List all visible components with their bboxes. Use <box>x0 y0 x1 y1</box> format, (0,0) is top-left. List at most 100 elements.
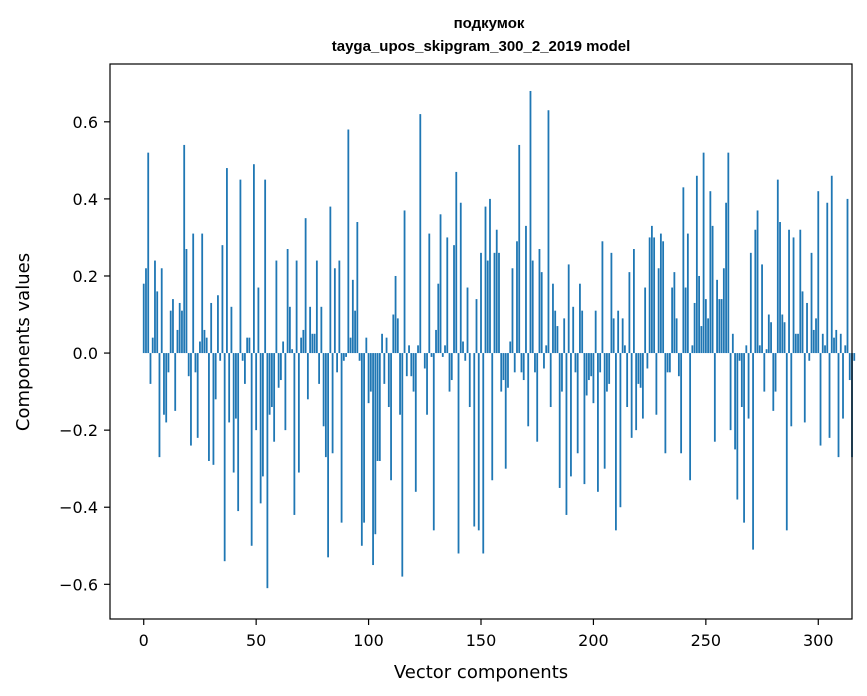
bar <box>203 329 206 354</box>
x-axis-label: Vector components <box>394 662 568 683</box>
bar <box>606 353 608 392</box>
bar <box>491 353 494 481</box>
bar <box>675 318 678 354</box>
bar <box>212 353 215 465</box>
bar <box>824 345 826 354</box>
y-tick-label: −0.4 <box>59 498 98 517</box>
bar <box>711 225 714 354</box>
bar <box>659 233 662 354</box>
chart-subtitle: tayga_upos_skipgram_300_2_2019 model <box>332 38 631 55</box>
bar <box>360 353 363 546</box>
bar <box>244 353 246 384</box>
bar <box>185 249 188 354</box>
bar <box>844 345 847 354</box>
bar <box>165 353 168 423</box>
bar <box>262 353 264 477</box>
bar <box>315 260 318 354</box>
bar <box>327 353 329 558</box>
bar <box>781 314 784 354</box>
bar <box>666 353 669 373</box>
bar <box>405 353 408 377</box>
bar <box>695 175 698 354</box>
bar <box>232 353 235 473</box>
bar <box>228 353 231 423</box>
bar <box>187 353 190 377</box>
bar <box>761 264 763 354</box>
bar <box>772 353 775 411</box>
bar <box>250 353 253 546</box>
bar <box>525 225 527 354</box>
bar <box>637 353 640 384</box>
bar <box>655 353 658 415</box>
bar <box>489 198 491 354</box>
bar <box>282 341 285 354</box>
bar <box>208 353 210 461</box>
bar <box>322 353 325 427</box>
bar <box>745 345 748 354</box>
bar <box>788 229 790 354</box>
bar <box>776 179 779 354</box>
bar <box>570 353 572 477</box>
bar <box>833 337 835 354</box>
bar <box>266 353 269 589</box>
bar <box>500 353 503 392</box>
bar <box>585 353 588 396</box>
bar <box>603 353 606 469</box>
bar <box>475 299 478 354</box>
bar <box>181 310 183 354</box>
bar <box>221 245 224 354</box>
bar <box>713 353 716 442</box>
bar <box>621 318 624 354</box>
bar <box>437 283 440 354</box>
bar <box>668 353 671 373</box>
bar <box>241 353 244 361</box>
bar <box>392 314 395 354</box>
bar <box>693 302 696 354</box>
bar <box>511 268 514 354</box>
bar <box>459 202 462 354</box>
bar <box>765 349 768 354</box>
bar <box>727 152 730 354</box>
bar <box>163 353 165 415</box>
bar <box>698 275 700 354</box>
bar <box>673 272 676 354</box>
bar <box>770 322 772 354</box>
y-tick-label: 0.4 <box>73 190 98 209</box>
bar <box>549 353 552 408</box>
bar <box>264 179 267 354</box>
bar <box>653 237 656 354</box>
bar <box>740 353 743 408</box>
bar <box>318 353 321 384</box>
bar <box>439 214 442 354</box>
bar <box>147 152 150 354</box>
bar <box>255 353 258 431</box>
bar <box>567 264 570 354</box>
bar <box>414 353 417 492</box>
bar <box>817 191 820 354</box>
bar <box>754 229 757 354</box>
bar <box>417 345 419 354</box>
bar <box>480 252 482 354</box>
bar <box>190 353 192 446</box>
bar <box>572 306 575 354</box>
bar <box>423 353 426 369</box>
bar <box>819 353 822 446</box>
bar <box>624 345 626 354</box>
bar <box>684 287 687 354</box>
bar <box>354 310 356 354</box>
bar <box>453 245 455 354</box>
bar <box>565 353 568 515</box>
bar <box>626 353 629 408</box>
ticks-group: 0 50 100 150 200 250 300 −0.6 −0.4 −0.2 0.0 0.2 0.4 0… <box>59 113 833 650</box>
bar <box>387 353 390 408</box>
bar <box>731 333 734 354</box>
bar <box>799 229 802 354</box>
bar <box>520 353 523 373</box>
bar <box>848 353 851 381</box>
y-tick-label: 0.0 <box>73 344 98 363</box>
bar <box>401 353 404 577</box>
bar <box>756 210 759 354</box>
bar <box>338 260 341 354</box>
bar <box>450 353 453 381</box>
bar <box>810 252 813 354</box>
